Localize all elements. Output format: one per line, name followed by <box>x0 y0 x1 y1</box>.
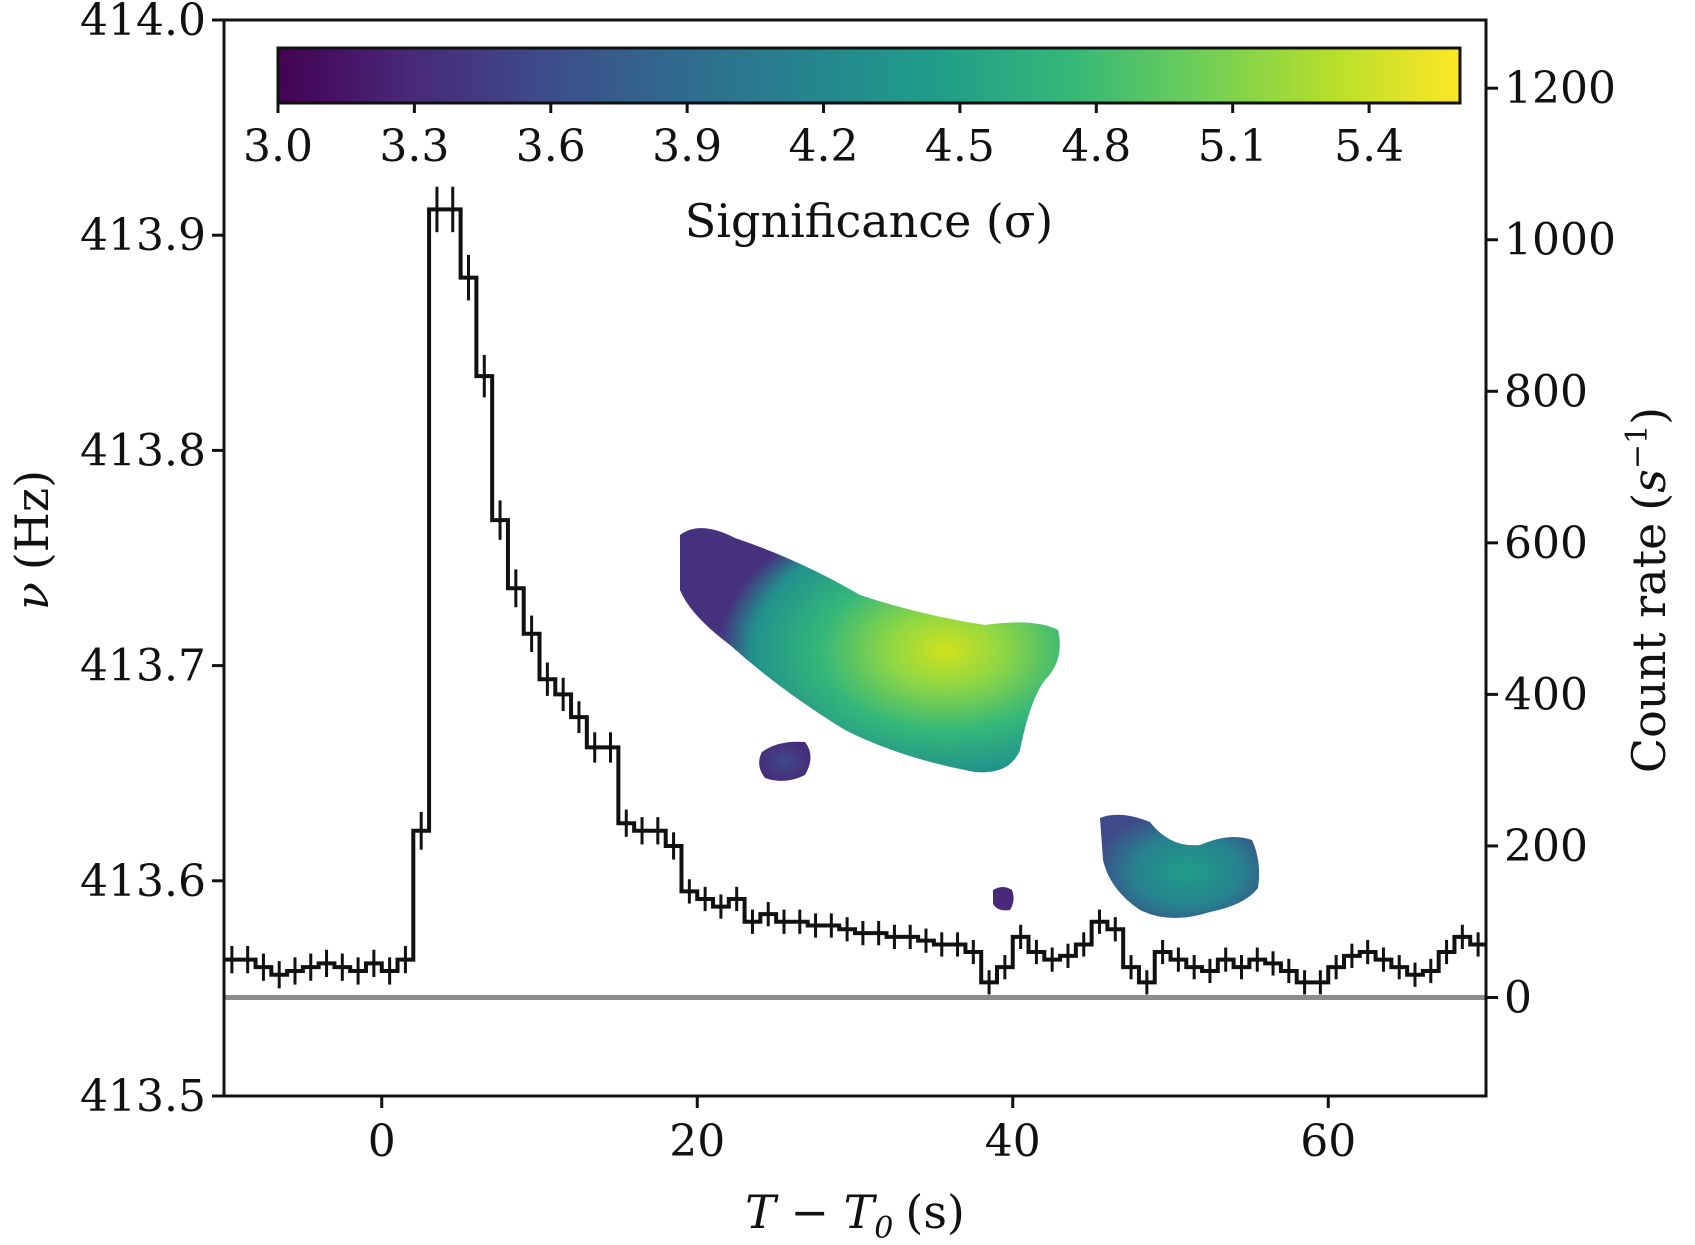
colorbar-gradient <box>276 46 1462 105</box>
x-tick-label: 0 <box>368 1116 396 1167</box>
significance-region-tiny <box>993 887 1014 911</box>
plot-frame <box>222 18 1488 1098</box>
colorbar-tick-label: 4.5 <box>925 121 995 172</box>
colorbar-tick-label: 3.9 <box>652 121 722 172</box>
y-left-tick-label: 413.8 <box>80 425 206 476</box>
y-left-tick-label: 414.0 <box>80 0 206 46</box>
y-left-tick-label: 413.6 <box>80 856 206 907</box>
significance-map <box>680 528 1260 919</box>
y-axis-left: 413.5 413.6 413.7 413.8 413.9 414.0 <box>80 0 224 1122</box>
y-right-tick-label: 0 <box>1504 972 1532 1023</box>
x-axis: 0 20 40 60 <box>368 1096 1356 1167</box>
significance-region-main <box>680 528 1060 773</box>
y-right-tick-label: 1000 <box>1504 215 1616 266</box>
y-right-tick-label: 200 <box>1504 821 1588 872</box>
x-tick-label: 40 <box>985 1116 1041 1167</box>
colorbar-tick-label: 5.1 <box>1198 121 1268 172</box>
significance-region-lower-right <box>1100 814 1260 919</box>
significance-region-small <box>759 741 811 781</box>
colorbar-tick-label: 3.6 <box>516 121 586 172</box>
y-right-tick-label: 1200 <box>1504 63 1616 114</box>
y-axis-right-title: Count rate(s−1) <box>1620 407 1676 773</box>
x-axis-title: T − T0 (s) <box>745 1185 965 1245</box>
colorbar: 3.0 3.3 3.6 3.9 4.2 4.5 4.8 5.1 5.4 Significance… <box>243 46 1462 248</box>
colorbar-tick-label: 3.0 <box>243 121 313 172</box>
count-rate-series <box>224 186 1486 995</box>
y-right-tick-label: 800 <box>1504 366 1588 417</box>
x-tick-label: 60 <box>1300 1116 1356 1167</box>
colorbar-tick-label: 4.2 <box>789 121 859 172</box>
y-left-tick-label: 413.9 <box>80 210 206 261</box>
y-left-tick-label: 413.7 <box>80 641 206 692</box>
colorbar-label: Significance (σ) <box>685 194 1053 248</box>
colorbar-tick-label: 4.8 <box>1061 121 1131 172</box>
y-right-tick-label: 400 <box>1504 669 1588 720</box>
colorbar-tick-label: 3.3 <box>379 121 449 172</box>
x-tick-label: 20 <box>669 1116 725 1167</box>
y-right-tick-label: 600 <box>1504 518 1588 569</box>
colorbar-tick-label: 5.4 <box>1334 121 1404 172</box>
y-left-tick-label: 413.5 <box>80 1071 206 1122</box>
y-axis-left-title: ν(Hz) <box>5 470 59 610</box>
count-rate-step-line <box>224 207 1486 985</box>
y-axis-right: 0 200 400 600 800 1000 1200 <box>1486 63 1616 1023</box>
